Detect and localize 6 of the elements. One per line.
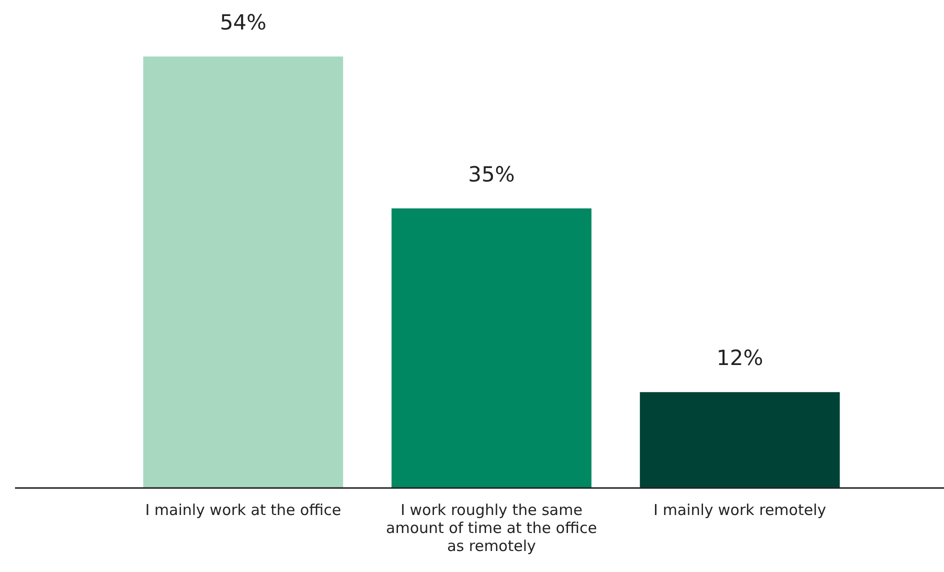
x-tick-label: I work roughly the same amount of time at the office as remotely [386, 500, 597, 555]
x-tick-label: I mainly work at the office [145, 500, 342, 519]
x-tick-label: I mainly work remotely [654, 500, 826, 519]
data-label: 54% [220, 10, 267, 34]
data-label: 35% [468, 162, 515, 186]
data-label: 12% [716, 346, 764, 370]
